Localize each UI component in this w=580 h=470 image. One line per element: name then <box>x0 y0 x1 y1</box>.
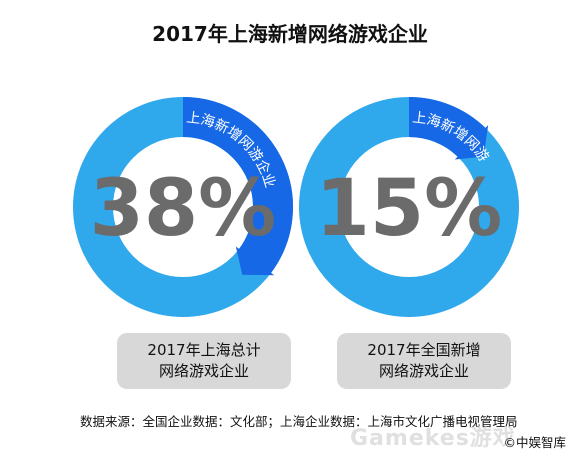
caption-national: 2017年全国新增 网络游戏企业 <box>337 333 511 389</box>
chart-title: 2017年上海新增网络游戏企业 <box>152 22 428 46</box>
caption-line: 2017年上海总计 <box>147 341 261 359</box>
value-label: 15% <box>316 164 503 254</box>
caption-total: 2017年上海总计 网络游戏企业 <box>117 333 291 389</box>
donut-slice <box>408 97 486 158</box>
caption-line: 网络游戏企业 <box>378 362 469 380</box>
copyright: ©中娱智库 <box>503 435 566 450</box>
watermark-logo: Gamekes游戏 <box>350 426 516 451</box>
caption-line: 2017年全国新增 <box>367 341 481 359</box>
data-source: 数据来源：全国企业数据：文化部；上海企业数据：上海市文化广播电视管理局 <box>80 414 518 429</box>
donut-chart-total: 上海新增网游企业 38% <box>73 97 293 317</box>
caption-line: 网络游戏企业 <box>158 362 249 380</box>
slice-arrow-icon <box>454 124 489 160</box>
slice-arrow-icon <box>235 246 275 276</box>
value-label: 38% <box>90 164 277 254</box>
donut-slice <box>182 97 293 273</box>
